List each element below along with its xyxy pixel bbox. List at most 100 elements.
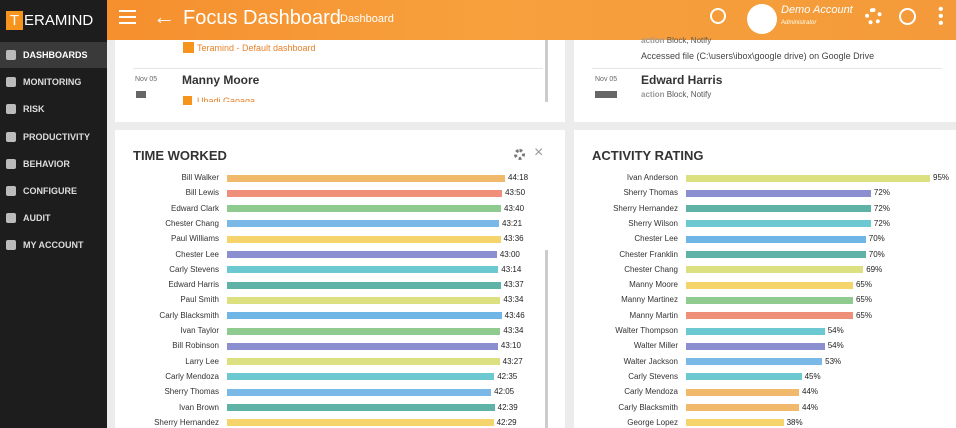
row-name: Bill Walker: [181, 173, 219, 182]
nav-icon: [6, 213, 16, 224]
user-name: Edward Harris: [641, 73, 723, 87]
logo[interactable]: T ERAMIND: [0, 0, 107, 40]
top-left-panel: Teramind - Default dashboard Nov 05 Mann…: [115, 40, 565, 122]
action-value: Block, Notify: [666, 36, 712, 45]
row-name: George Lopez: [627, 417, 678, 427]
logo-initial: T: [6, 10, 23, 30]
nav-label: MY ACCOUNT: [23, 240, 84, 251]
action-line: action Block, Notify: [641, 90, 711, 99]
value-label: 72%: [873, 218, 890, 228]
bar: [227, 251, 497, 258]
avatar[interactable]: [747, 4, 777, 34]
user-name[interactable]: Demo Account: [781, 4, 853, 16]
nav-label: PRODUCTIVITY: [23, 131, 91, 142]
logo-text: ERAMIND: [24, 11, 94, 29]
bar: [227, 220, 500, 228]
bar: [227, 419, 494, 427]
nav-label: DASHBOARDS: [23, 50, 88, 60]
row-name: Ivan Taylor: [180, 326, 219, 335]
row-name: Manny Martinez: [621, 295, 678, 305]
bar: [227, 388, 492, 396]
scrollbar[interactable]: [545, 250, 548, 428]
bar: [227, 266, 499, 274]
row-name: Edward Clark: [170, 203, 219, 213]
nav-icon: [6, 77, 16, 88]
menu-button[interactable]: [119, 10, 136, 24]
value-label: 72%: [873, 203, 890, 213]
value-label: 43:34: [503, 295, 524, 305]
value-label: 43:36: [503, 234, 524, 244]
search-icon[interactable]: [710, 8, 726, 24]
value-label: 65%: [855, 295, 872, 305]
info-icon[interactable]: [899, 8, 916, 25]
value-label: 54%: [827, 326, 844, 335]
panel-title: TIME WORKED: [133, 148, 227, 163]
camera-icons: [595, 91, 617, 98]
user-role: Administrator: [781, 20, 817, 26]
sub-link[interactable]: Ubadi Gaoaga: [197, 96, 256, 102]
settings-icon[interactable]: [514, 149, 525, 160]
bar: [686, 358, 823, 366]
bar: [686, 189, 871, 197]
nav-item[interactable]: MY ACCOUNT: [0, 232, 107, 258]
value-label: 69%: [866, 264, 883, 274]
camera-icon: [136, 91, 146, 98]
row-name: Chester Lee: [175, 249, 219, 259]
bar: [227, 358, 500, 366]
bar: [686, 342, 825, 350]
nav-item[interactable]: RISK: [0, 96, 107, 122]
more-icon[interactable]: • • •: [938, 1, 944, 32]
value-label: 43:10: [500, 341, 521, 351]
row-name: Bill Robinson: [172, 341, 219, 351]
value-label: 42:29: [496, 417, 517, 427]
value-label: 43:37: [503, 280, 524, 290]
bar: [686, 419, 784, 427]
nav-item[interactable]: AUDIT: [0, 205, 107, 231]
top-right-panel: action Block, Notify Accessed file (C:\u…: [574, 36, 956, 122]
nav-icon: [6, 158, 16, 169]
nav-item[interactable]: CONFIGURE: [0, 178, 107, 204]
row-name: Manny Moore: [629, 280, 678, 290]
value-label: 42:39: [497, 402, 518, 412]
bar: [227, 404, 495, 411]
nav-item[interactable]: BEHAVIOR: [0, 151, 107, 177]
action-line: action Block, Notify: [641, 36, 711, 45]
panel-title: ACTIVITY RATING: [592, 148, 704, 163]
nav-icon: [6, 240, 16, 251]
nav-label: RISK: [23, 104, 45, 115]
value-label: 72%: [873, 188, 890, 198]
back-button[interactable]: ←: [153, 4, 175, 29]
time-worked-panel: TIME WORKED × Bill Walker 44:18 Bill Lewis…: [115, 130, 565, 428]
bar: [227, 281, 501, 289]
nav-icon: [6, 104, 16, 115]
row-name: Carly Mendoza: [165, 371, 219, 381]
nav-item[interactable]: PRODUCTIVITY: [0, 124, 107, 150]
nav-item[interactable]: DASHBOARDS: [0, 42, 107, 68]
bar: [227, 235, 501, 243]
row-name: Sherry Hernandez: [154, 417, 219, 427]
scrollbar[interactable]: [545, 40, 548, 102]
row-name: Carly Stevens: [169, 264, 219, 274]
bar: [227, 189, 503, 197]
row-name: Carly Stevens: [628, 371, 678, 381]
breadcrumb[interactable]: Dashboard: [340, 13, 394, 25]
close-icon[interactable]: ×: [534, 144, 544, 161]
bar: [686, 327, 825, 335]
value-label: 43:50: [505, 188, 526, 198]
dashboard-link[interactable]: Teramind - Default dashboard: [197, 43, 316, 53]
bar: [227, 174, 505, 182]
value-label: 43:14: [501, 264, 522, 274]
nav-item[interactable]: MONITORING: [0, 69, 107, 95]
nav-icon: [6, 50, 16, 60]
bar: [686, 296, 853, 304]
row-name: Carly Blacksmith: [159, 310, 219, 320]
row-name: Walter Jackson: [623, 356, 678, 366]
bar: [686, 251, 866, 258]
value-label: 54%: [827, 341, 844, 351]
value-label: 70%: [868, 234, 885, 244]
date: Nov 05: [595, 76, 618, 83]
nav-icon: [6, 186, 16, 196]
settings-icon[interactable]: [865, 8, 882, 25]
value-label: 43:21: [502, 218, 523, 228]
